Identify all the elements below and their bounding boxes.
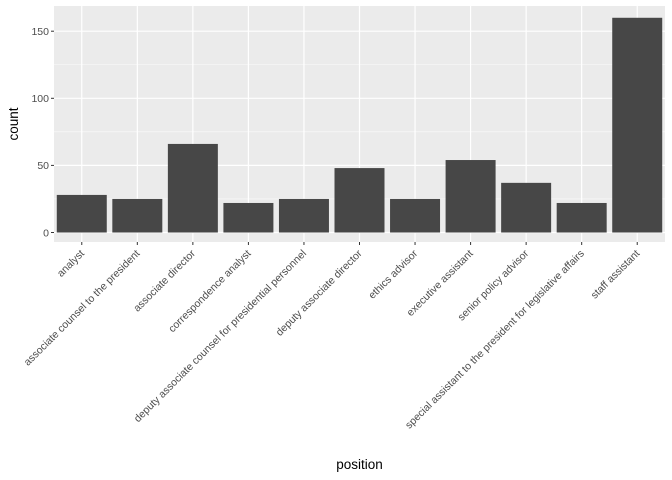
x-tick-label: ethics advisor xyxy=(366,247,420,301)
bar xyxy=(56,194,107,233)
x-tick-label: associate counsel to the president xyxy=(22,248,143,369)
y-tick-label: 0 xyxy=(43,227,49,239)
bar xyxy=(556,202,607,233)
y-axis-ticks: 0 50 100 150 xyxy=(31,26,54,239)
bar xyxy=(445,160,496,233)
y-axis-title: count xyxy=(6,107,21,140)
x-tick-label: staff assistant xyxy=(589,248,643,302)
bar xyxy=(167,143,218,233)
bars xyxy=(56,17,663,233)
bar xyxy=(223,202,274,233)
x-axis-title: position xyxy=(336,457,383,472)
bar xyxy=(612,17,663,233)
bar xyxy=(501,182,552,233)
bar xyxy=(278,198,329,233)
y-tick-label: 100 xyxy=(31,93,49,105)
bar xyxy=(334,168,385,233)
bar xyxy=(390,198,441,233)
y-tick-label: 150 xyxy=(31,26,49,38)
y-tick-label: 50 xyxy=(37,160,49,172)
x-tick-label: analyst xyxy=(55,248,87,280)
grid-lines xyxy=(54,6,665,242)
bar xyxy=(112,198,163,233)
